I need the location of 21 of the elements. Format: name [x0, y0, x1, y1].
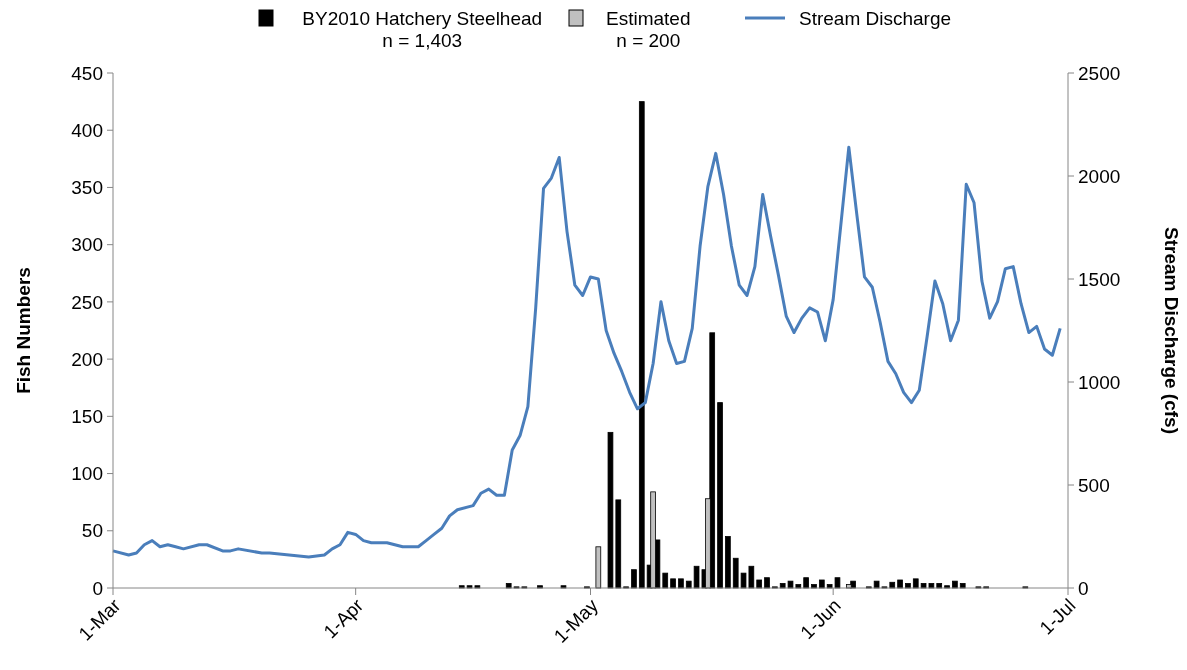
y-tick-label: 300: [71, 234, 103, 256]
y-axis-title: Fish Numbers: [13, 267, 34, 394]
y-tick-label: 200: [71, 348, 103, 370]
y-tick-label: 100: [71, 463, 103, 485]
y-tick-label: 350: [71, 177, 103, 199]
y-tick-label: 450: [71, 62, 103, 84]
y-tick-label: 250: [71, 291, 103, 313]
y2-tick-label: 0: [1078, 577, 1089, 599]
y2-tick-label: 2500: [1078, 62, 1121, 84]
y-tick-label: 0: [92, 577, 103, 599]
y-tick-label: 400: [71, 119, 103, 141]
y2-tick-label: 2000: [1078, 165, 1121, 187]
y2-tick-label: 1500: [1078, 268, 1121, 290]
legend-label: Stream Discharge: [798, 7, 952, 29]
y2-axis-title: Stream Discharge (cfs): [1161, 227, 1182, 434]
legend-label: Estimated n = 200: [606, 7, 691, 52]
y-tick-label: 50: [81, 520, 103, 542]
y2-tick-label: 500: [1078, 474, 1110, 496]
y-tick-label: 150: [71, 405, 103, 427]
y2-tick-label: 1000: [1078, 371, 1121, 393]
legend-label: BY2010 Hatchery Steelhead n = 1,403: [302, 7, 543, 52]
